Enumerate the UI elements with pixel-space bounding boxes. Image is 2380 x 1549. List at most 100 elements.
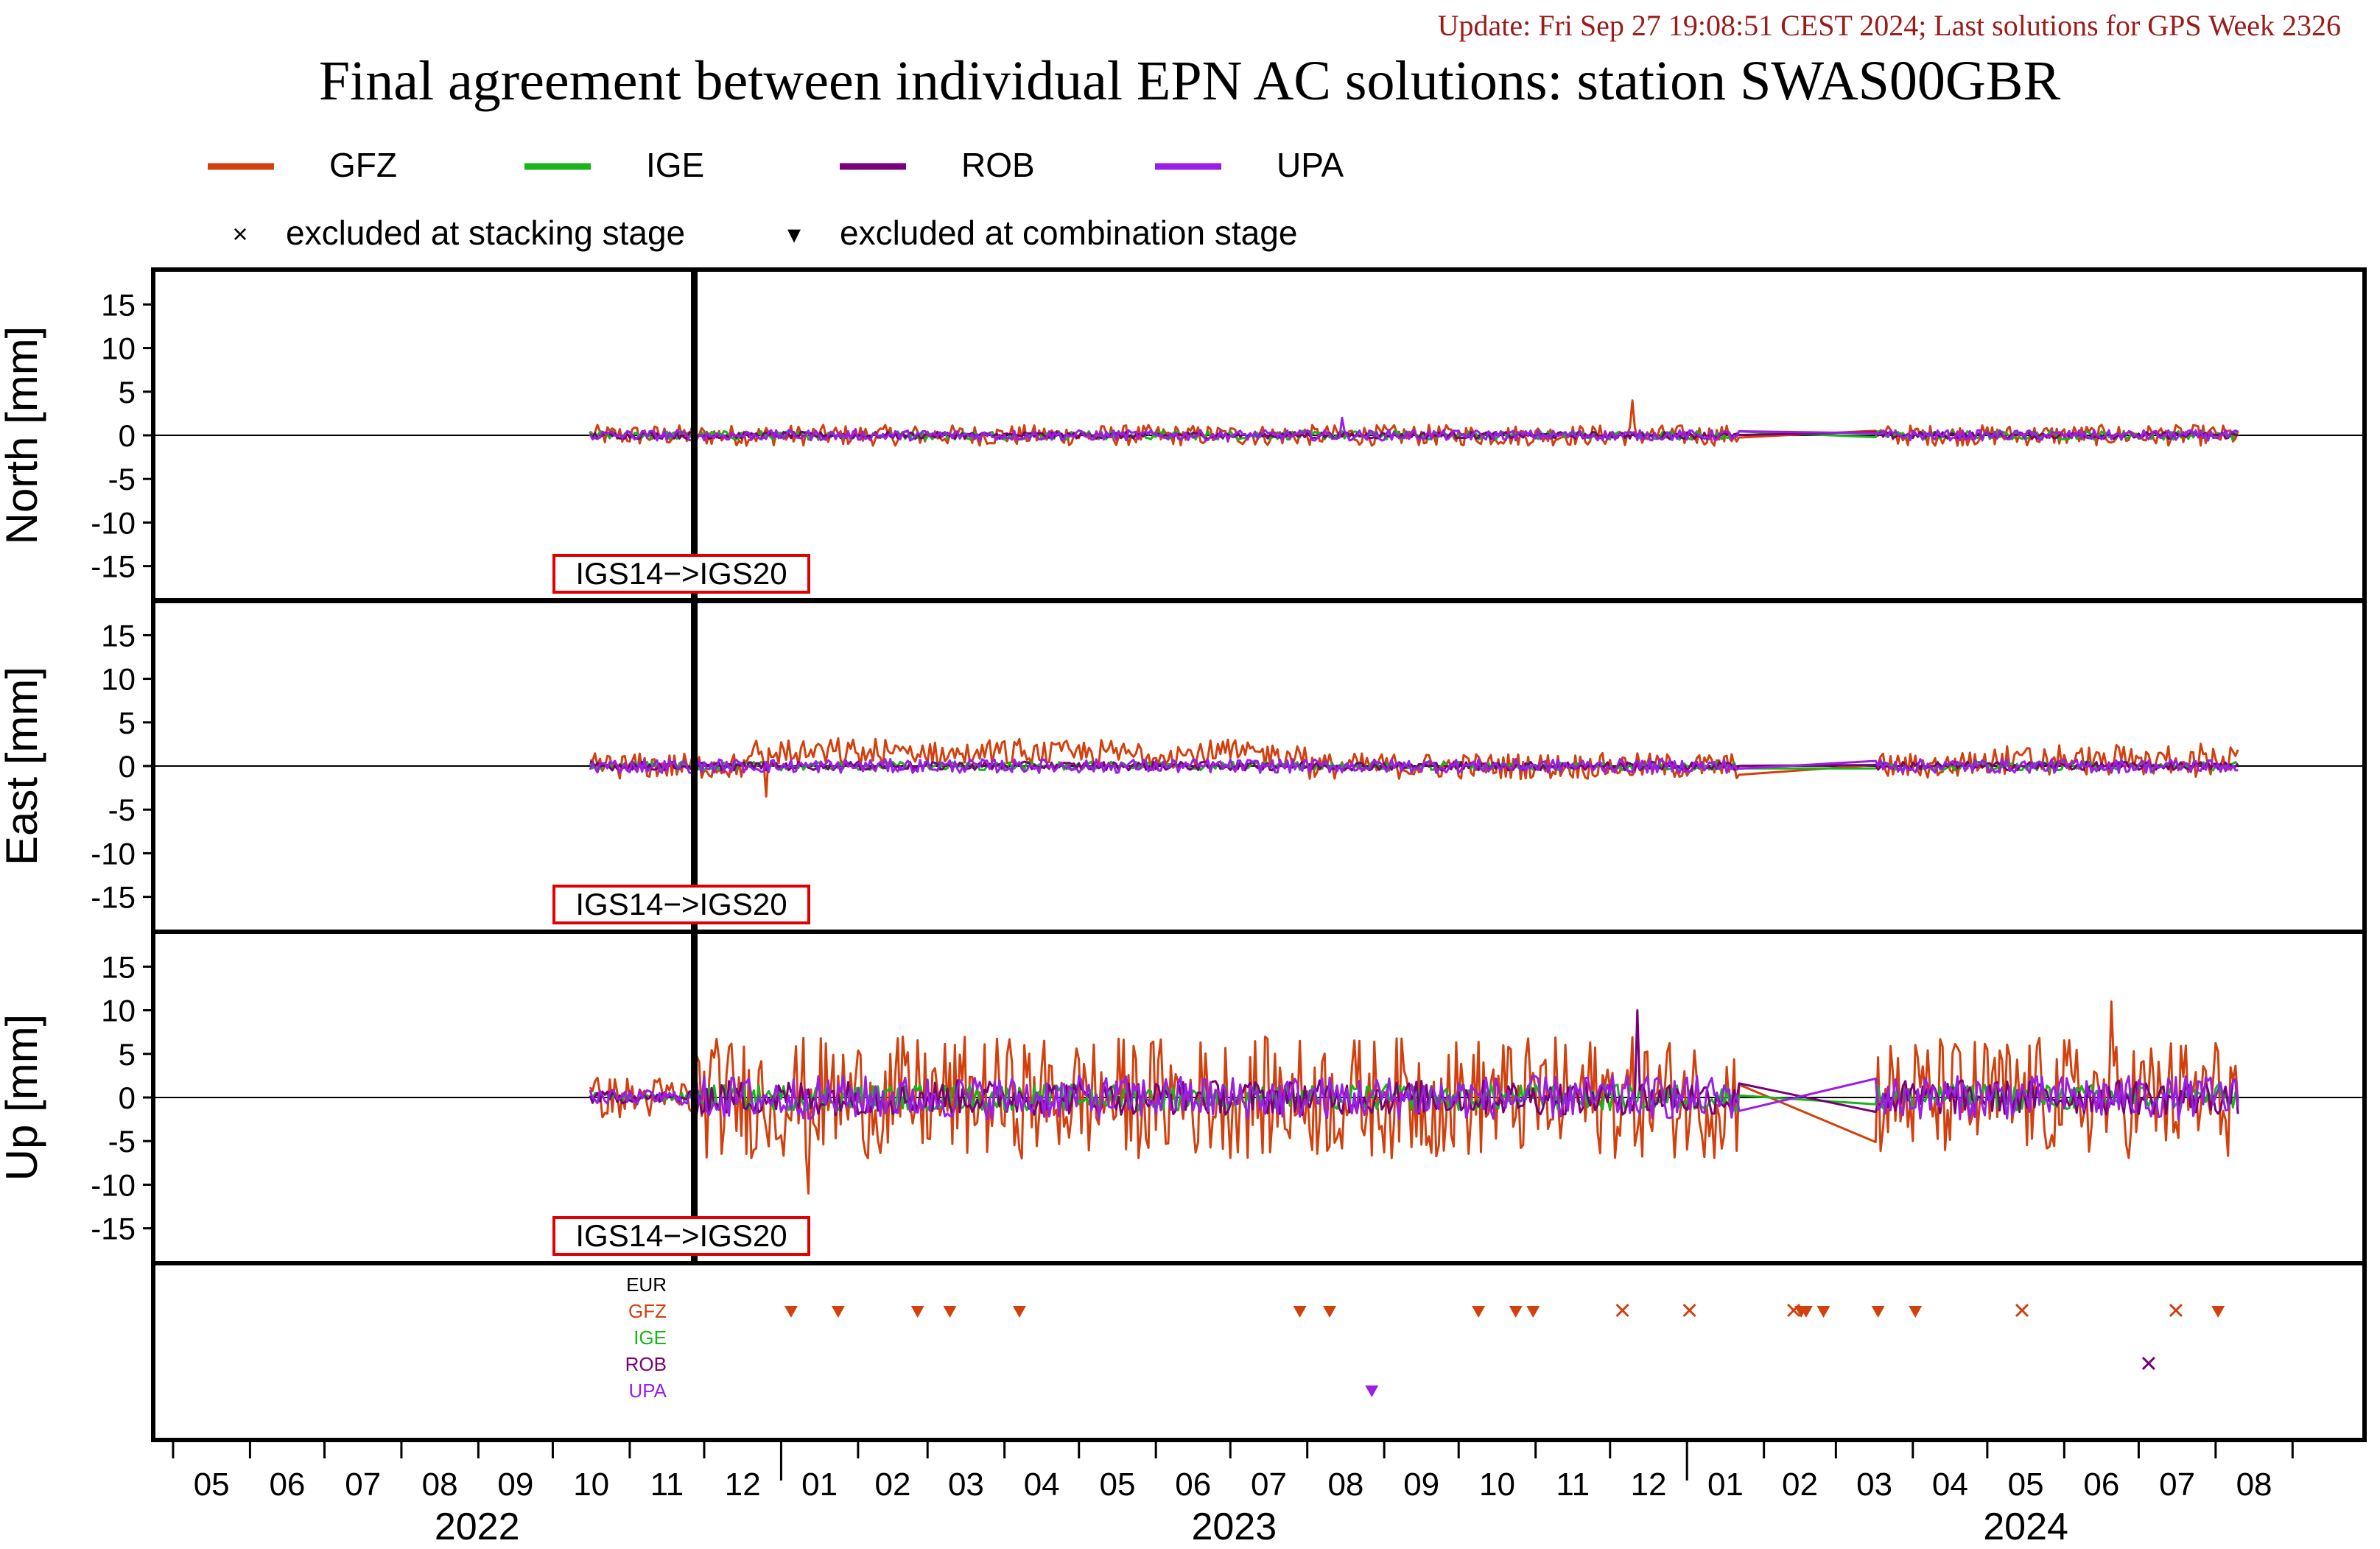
- x-tick-label-month: 10: [1479, 1467, 1515, 1503]
- x-tick-label-month: 11: [1556, 1467, 1590, 1503]
- y-tick-label: 0: [119, 1081, 136, 1115]
- x-tick-label-year: 2022: [435, 1506, 520, 1545]
- x-tick-label-month: 08: [1327, 1467, 1363, 1503]
- x-tick-label-month: 04: [1024, 1467, 1060, 1503]
- y-tick-label: 5: [119, 706, 136, 740]
- legend-marker-label: excluded at stacking stage: [286, 214, 685, 252]
- series-line-upa-up: [589, 1074, 2239, 1120]
- x-tick-label-month: 09: [1403, 1467, 1439, 1503]
- reference-frame-annotation-label: IGS14−>IGS20: [575, 887, 787, 921]
- panel-east: IGS14−>IGS20 15 10 5 0 -5 -10 -15 East [mm]: [0, 598, 2367, 934]
- reference-frame-annotation-box: [552, 554, 810, 594]
- y-tick-label: -5: [108, 1124, 136, 1159]
- exclusion-row-label-gfz: GFZ: [628, 1300, 667, 1322]
- y-tick-label: -10: [91, 505, 136, 540]
- exclusion-marker-combination: [1816, 1306, 1830, 1318]
- y-tick-label: 5: [119, 1037, 136, 1072]
- y-tick-label: 10: [101, 994, 136, 1028]
- legend-label-rob: ROB: [961, 146, 1035, 184]
- series-line-upa-north: [589, 416, 2239, 442]
- exclusion-marker-stacking: [2169, 1303, 2183, 1318]
- x-tick-label-month: 05: [194, 1467, 230, 1503]
- exclusion-row-label-eur: EUR: [626, 1274, 667, 1296]
- x-tick-label-month: 10: [573, 1467, 609, 1503]
- x-tick-label-month: 09: [497, 1467, 533, 1503]
- reference-frame-annotation-box: [552, 885, 810, 924]
- panel-up: IGS14−>IGS20 15 10 5 0 -5 -10 -15 Up [mm]: [0, 930, 2367, 1265]
- x-tick-label-year: 2023: [1191, 1506, 1277, 1545]
- x-tick-label-month: 01: [1707, 1467, 1744, 1503]
- update-text: Update: Fri Sep 27 19:08:51 CEST 2024; L…: [1438, 9, 2341, 42]
- legend-marker-symbol: ×: [232, 219, 248, 249]
- x-tick-label-month: 07: [2159, 1467, 2195, 1503]
- x-tick-label-month: 02: [1782, 1467, 1818, 1503]
- series-group: [589, 399, 2239, 447]
- y-tick-label: -10: [91, 836, 136, 871]
- exclusion-row-label-rob: ROB: [625, 1353, 667, 1375]
- legend-label-gfz: GFZ: [329, 146, 397, 184]
- legend-marker-symbol: ▾: [787, 219, 801, 249]
- x-tick-label-month: 03: [1856, 1467, 1892, 1503]
- x-tick-label-month: 02: [875, 1467, 911, 1503]
- x-tick-label-month: 07: [1251, 1467, 1287, 1503]
- exclusion-row-label-upa: UPA: [628, 1380, 667, 1402]
- series-line-upa-east: [589, 758, 2239, 774]
- y-tick-label: 10: [101, 331, 136, 366]
- x-tick-label-month: 11: [650, 1467, 684, 1503]
- x-tick-label-month: 06: [1175, 1467, 1211, 1503]
- x-tick-label-month: 12: [725, 1467, 761, 1503]
- y-tick-label: 15: [101, 287, 136, 322]
- y-axis-label-north: North [mm]: [0, 326, 46, 545]
- exclusion-marker-stacking: [2141, 1356, 2155, 1371]
- x-tick-label-month: 12: [1630, 1467, 1666, 1503]
- y-tick-label: -5: [108, 793, 136, 827]
- exclusion-marker-combination: [1012, 1306, 1026, 1318]
- exclusion-marker-combination: [1509, 1306, 1523, 1318]
- y-tick-label: -15: [91, 549, 136, 584]
- exclusion-marker-combination: [1871, 1306, 1885, 1318]
- exclusion-marker-combination: [943, 1306, 957, 1318]
- exclusion-marker-combination: [1526, 1306, 1540, 1318]
- exclusion-panel: EUR GFZ IGE ROB UPA: [151, 1261, 2367, 1442]
- x-tick-label-month: 01: [801, 1467, 838, 1503]
- x-tick-label-month: 06: [2083, 1467, 2119, 1503]
- x-tick-label-year: 2024: [1983, 1506, 2068, 1545]
- legend-marker-label: excluded at combination stage: [840, 214, 1297, 252]
- legend-label-ige: IGE: [646, 146, 704, 184]
- series-group: [589, 1000, 2239, 1195]
- exclusion-marker-combination: [784, 1306, 798, 1318]
- time-axis: 05 06 07 08 09 10 11 12 01 02 03 04 05 06 07 08 09 10 11 12…: [172, 1442, 2294, 1548]
- x-tick-label-month: 06: [269, 1467, 305, 1503]
- reference-frame-annotation-box: [552, 1216, 810, 1256]
- x-tick-label-month: 08: [422, 1467, 458, 1503]
- y-tick-label: 0: [119, 418, 136, 453]
- exclusion-marker-stacking: [2015, 1303, 2029, 1318]
- y-axis-label-up: Up [mm]: [0, 1014, 46, 1181]
- y-tick-label: 0: [119, 749, 136, 784]
- x-tick-label-month: 07: [345, 1467, 381, 1503]
- y-axis-label-east: East [mm]: [0, 667, 46, 865]
- reference-frame-annotation-label: IGS14−>IGS20: [575, 1218, 787, 1253]
- series-group: [589, 737, 2239, 798]
- exclusion-marker-combination: [831, 1306, 845, 1318]
- exclusion-marker-combination: [1323, 1306, 1337, 1318]
- exclusion-marker-stacking: [1615, 1303, 1629, 1318]
- x-tick-label-month: 05: [2008, 1467, 2044, 1503]
- y-tick-label: 5: [119, 375, 136, 410]
- exclusion-marker-combination: [1365, 1385, 1379, 1397]
- x-tick-label-month: 04: [1932, 1467, 1968, 1503]
- y-tick-label: 15: [101, 618, 136, 653]
- y-tick-label: -15: [91, 880, 136, 915]
- y-tick-label: 10: [101, 662, 136, 697]
- exclusion-marker-combination: [910, 1306, 924, 1318]
- y-tick-label: 15: [101, 949, 136, 984]
- legend: GFZ IGE ROB UPA × excluded at stacking stage ▾…: [208, 146, 1344, 252]
- y-tick-label: -15: [91, 1212, 136, 1246]
- y-tick-label: -10: [91, 1167, 136, 1202]
- reference-frame-annotation-label: IGS14−>IGS20: [575, 556, 787, 591]
- exclusion-row-label-ige: IGE: [633, 1327, 667, 1349]
- x-tick-label-month: 03: [948, 1467, 984, 1503]
